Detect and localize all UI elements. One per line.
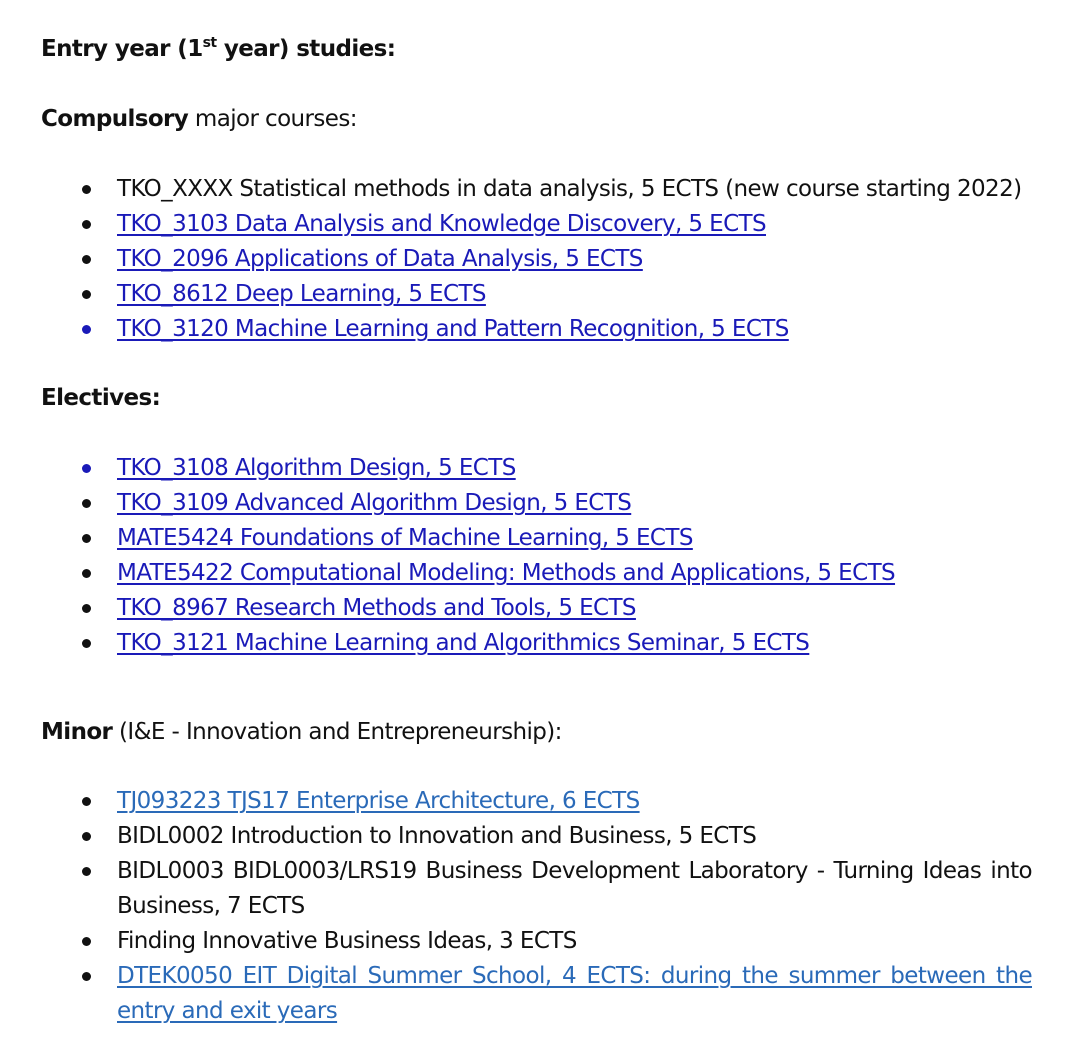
list-item: TKO_8967 Research Methods and Tools, 5 E… — [0, 591, 1080, 626]
electives-heading: Electives: — [41, 381, 161, 415]
course-text: BIDL0003 BIDL0003/LRS19 Business Develop… — [117, 858, 1033, 919]
entry-year-title-pre: Entry year (1 — [41, 36, 203, 62]
bullet-icon — [82, 797, 91, 806]
compulsory-heading-rest: major courses: — [188, 106, 358, 132]
list-item: MATE5424 Foundations of Machine Learning… — [0, 521, 1080, 556]
electives-course-list: TKO_3108 Algorithm Design, 5 ECTS TKO_31… — [0, 451, 1080, 661]
bullet-icon — [82, 220, 91, 229]
bullet-icon — [82, 832, 91, 841]
course-link[interactable]: TJ093223 TJS17 Enterprise Architecture, … — [117, 788, 640, 814]
course-link[interactable]: TKO_8612 Deep Learning, 5 ECTS — [117, 281, 487, 307]
list-item: TKO_3120 Machine Learning and Pattern Re… — [0, 312, 1080, 347]
entry-year-heading: Entry year (1st year) studies: — [41, 32, 396, 66]
minor-course-list: TJ093223 TJS17 Enterprise Architecture, … — [0, 784, 1080, 1029]
course-text: TKO_XXXX Statistical methods in data ana… — [117, 176, 1022, 202]
list-item: TKO_XXXX Statistical methods in data ana… — [0, 172, 1080, 207]
entry-year-title-post: year) studies: — [216, 36, 396, 62]
minor-heading: Minor (I&E - Innovation and Entrepreneur… — [41, 715, 562, 749]
list-item: Finding Innovative Business Ideas, 3 ECT… — [0, 924, 1080, 959]
list-item: TKO_2096 Applications of Data Analysis, … — [0, 242, 1080, 277]
bullet-icon — [82, 185, 91, 194]
list-item: TJ093223 TJS17 Enterprise Architecture, … — [0, 784, 1080, 819]
bullet-icon — [82, 499, 91, 508]
course-link[interactable]: MATE5422 Computational Modeling: Methods… — [117, 560, 896, 586]
course-link[interactable]: TKO_3121 Machine Learning and Algorithmi… — [117, 630, 810, 656]
bullet-icon — [82, 569, 91, 578]
course-text: BIDL0002 Introduction to Innovation and … — [117, 823, 757, 849]
course-link[interactable]: TKO_3103 Data Analysis and Knowledge Dis… — [117, 211, 767, 237]
bullet-icon — [82, 937, 91, 946]
minor-heading-bold: Minor — [41, 719, 113, 745]
list-item: TKO_3103 Data Analysis and Knowledge Dis… — [0, 207, 1080, 242]
bullet-icon — [82, 604, 91, 613]
entry-year-title-sup: st — [202, 35, 217, 51]
bullet-icon — [82, 325, 91, 334]
course-text: Finding Innovative Business Ideas, 3 ECT… — [117, 928, 577, 954]
list-item: DTEK0050 EIT Digital Summer School, 4 EC… — [0, 959, 1080, 1029]
compulsory-heading: Compulsory major courses: — [41, 102, 357, 136]
bullet-icon — [82, 534, 91, 543]
list-item: TKO_8612 Deep Learning, 5 ECTS — [0, 277, 1080, 312]
course-link[interactable]: TKO_3108 Algorithm Design, 5 ECTS — [117, 455, 516, 481]
bullet-icon — [82, 290, 91, 299]
minor-heading-rest: (I&E - Innovation and Entrepreneurship): — [112, 719, 562, 745]
compulsory-heading-bold: Compulsory — [41, 106, 189, 132]
list-item: TKO_3109 Advanced Algorithm Design, 5 EC… — [0, 486, 1080, 521]
course-link[interactable]: TKO_3109 Advanced Algorithm Design, 5 EC… — [117, 490, 632, 516]
course-link[interactable]: MATE5424 Foundations of Machine Learning… — [117, 525, 693, 551]
course-link[interactable]: DTEK0050 EIT Digital Summer School, 4 EC… — [117, 963, 1033, 1024]
course-link[interactable]: TKO_3120 Machine Learning and Pattern Re… — [117, 316, 789, 342]
list-item: BIDL0002 Introduction to Innovation and … — [0, 819, 1080, 854]
bullet-icon — [82, 867, 91, 876]
list-item: TKO_3108 Algorithm Design, 5 ECTS — [0, 451, 1080, 486]
list-item: MATE5422 Computational Modeling: Methods… — [0, 556, 1080, 591]
course-link[interactable]: TKO_2096 Applications of Data Analysis, … — [117, 246, 643, 272]
list-item: BIDL0003 BIDL0003/LRS19 Business Develop… — [0, 854, 1080, 924]
course-link[interactable]: TKO_8967 Research Methods and Tools, 5 E… — [117, 595, 637, 621]
bullet-icon — [82, 255, 91, 264]
bullet-icon — [82, 972, 91, 981]
bullet-icon — [82, 464, 91, 473]
compulsory-course-list: TKO_XXXX Statistical methods in data ana… — [0, 172, 1080, 347]
bullet-icon — [82, 639, 91, 648]
list-item: TKO_3121 Machine Learning and Algorithmi… — [0, 626, 1080, 661]
electives-heading-text: Electives: — [41, 385, 161, 411]
